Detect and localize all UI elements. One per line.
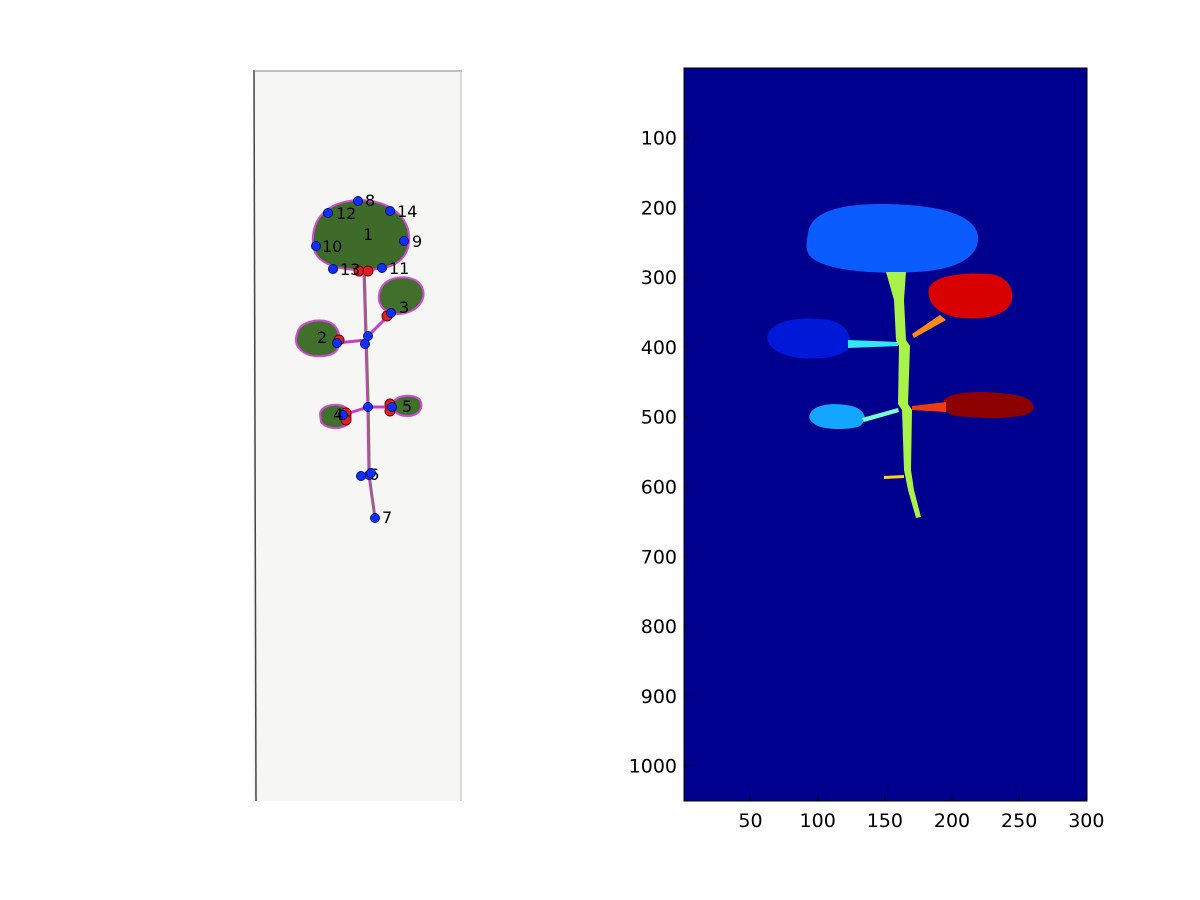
x-tick-label: 300	[1068, 810, 1104, 832]
keypoint-label: 13	[340, 260, 360, 279]
keypoint-marker	[323, 208, 333, 218]
keypoint-marker	[377, 263, 387, 273]
segment-upper-right-petiole	[912, 315, 946, 338]
scan-paper	[253, 70, 462, 801]
keypoint-marker	[311, 241, 321, 251]
x-tick-label: 150	[867, 810, 903, 832]
segments	[767, 204, 1034, 518]
keypoint-marker	[386, 308, 396, 318]
segment-top-leaf	[806, 204, 979, 273]
junction-blue-marker	[356, 471, 366, 481]
keypoint-marker	[328, 264, 338, 274]
y-tick-label: 100	[641, 127, 677, 149]
y-tick-label: 800	[641, 616, 677, 638]
keypoint-marker	[338, 410, 348, 420]
y-tick-label: 300	[641, 267, 677, 289]
axes-frame	[683, 67, 1088, 802]
keypoint-marker	[353, 196, 363, 206]
segment-lower-right-petiole	[912, 402, 946, 412]
junction-marker	[362, 265, 374, 277]
segment-stem	[886, 272, 921, 518]
x-tick-label: 250	[1001, 810, 1037, 832]
keypoint-label: 3	[399, 298, 409, 317]
y-tick-label: 900	[641, 686, 677, 708]
keypoint-marker	[385, 206, 395, 216]
x-axis: 50 100 150 200 250 300	[738, 796, 1104, 832]
y-tick-label: 400	[641, 337, 677, 359]
y-tick-label: 600	[641, 477, 677, 499]
segment-upper-right-leaf	[928, 273, 1013, 319]
keypoint-marker	[399, 236, 409, 246]
junction-blue-marker	[366, 468, 376, 478]
keypoint-label: 11	[389, 259, 409, 278]
keypoint-label: 1	[363, 225, 373, 244]
upper-left-leaf	[294, 319, 341, 358]
x-tick-label: 200	[934, 810, 970, 832]
keypoint-label: 5	[402, 397, 412, 416]
keypoint-marker	[387, 402, 397, 412]
keypoint-label: 4	[333, 405, 343, 424]
junction-blue-marker	[363, 402, 373, 412]
keypoint-label: 12	[336, 204, 356, 223]
y-tick-label: 1000	[629, 756, 677, 778]
keypoint-label: 8	[365, 191, 375, 210]
keypoint-marker	[332, 338, 342, 348]
y-axis: 100 200 300 400 500 600 700 800 900 1000	[629, 127, 689, 778]
y-tick-label: 500	[641, 407, 677, 429]
y-tick-label: 700	[641, 546, 677, 568]
junction-blue-marker	[360, 339, 370, 349]
keypoint-label: 9	[412, 232, 422, 251]
scan-left-edge	[253, 69, 257, 802]
keypoint-label: 14	[397, 202, 417, 221]
keypoint-label: 10	[322, 237, 342, 256]
top-leaf	[311, 198, 411, 272]
lower-right-leaf	[391, 394, 423, 418]
segment-lower-left-petiole	[862, 408, 899, 422]
x-tick-label: 50	[738, 810, 762, 832]
extra-blue-markers	[356, 331, 376, 481]
keypoint-label: 2	[317, 328, 327, 347]
x-tick-label: 100	[800, 810, 836, 832]
y-tick-label: 200	[641, 197, 677, 219]
keypoint-marker	[370, 513, 380, 523]
keypoint-label: 7	[382, 508, 392, 527]
segment-bud	[884, 475, 904, 479]
scanned-plant-panel: 1234567891011121314	[253, 69, 462, 802]
segmentation-panel: 100 200 300 400 500 600 700 800 900 1000 50 100 150…	[629, 67, 1104, 832]
segment-upper-left-petiole	[848, 340, 898, 348]
segment-upper-left-leaf	[767, 318, 851, 359]
segment-lower-left-leaf	[809, 404, 865, 429]
segment-lower-right-leaf	[943, 392, 1034, 418]
segmentation-background	[684, 68, 1087, 801]
